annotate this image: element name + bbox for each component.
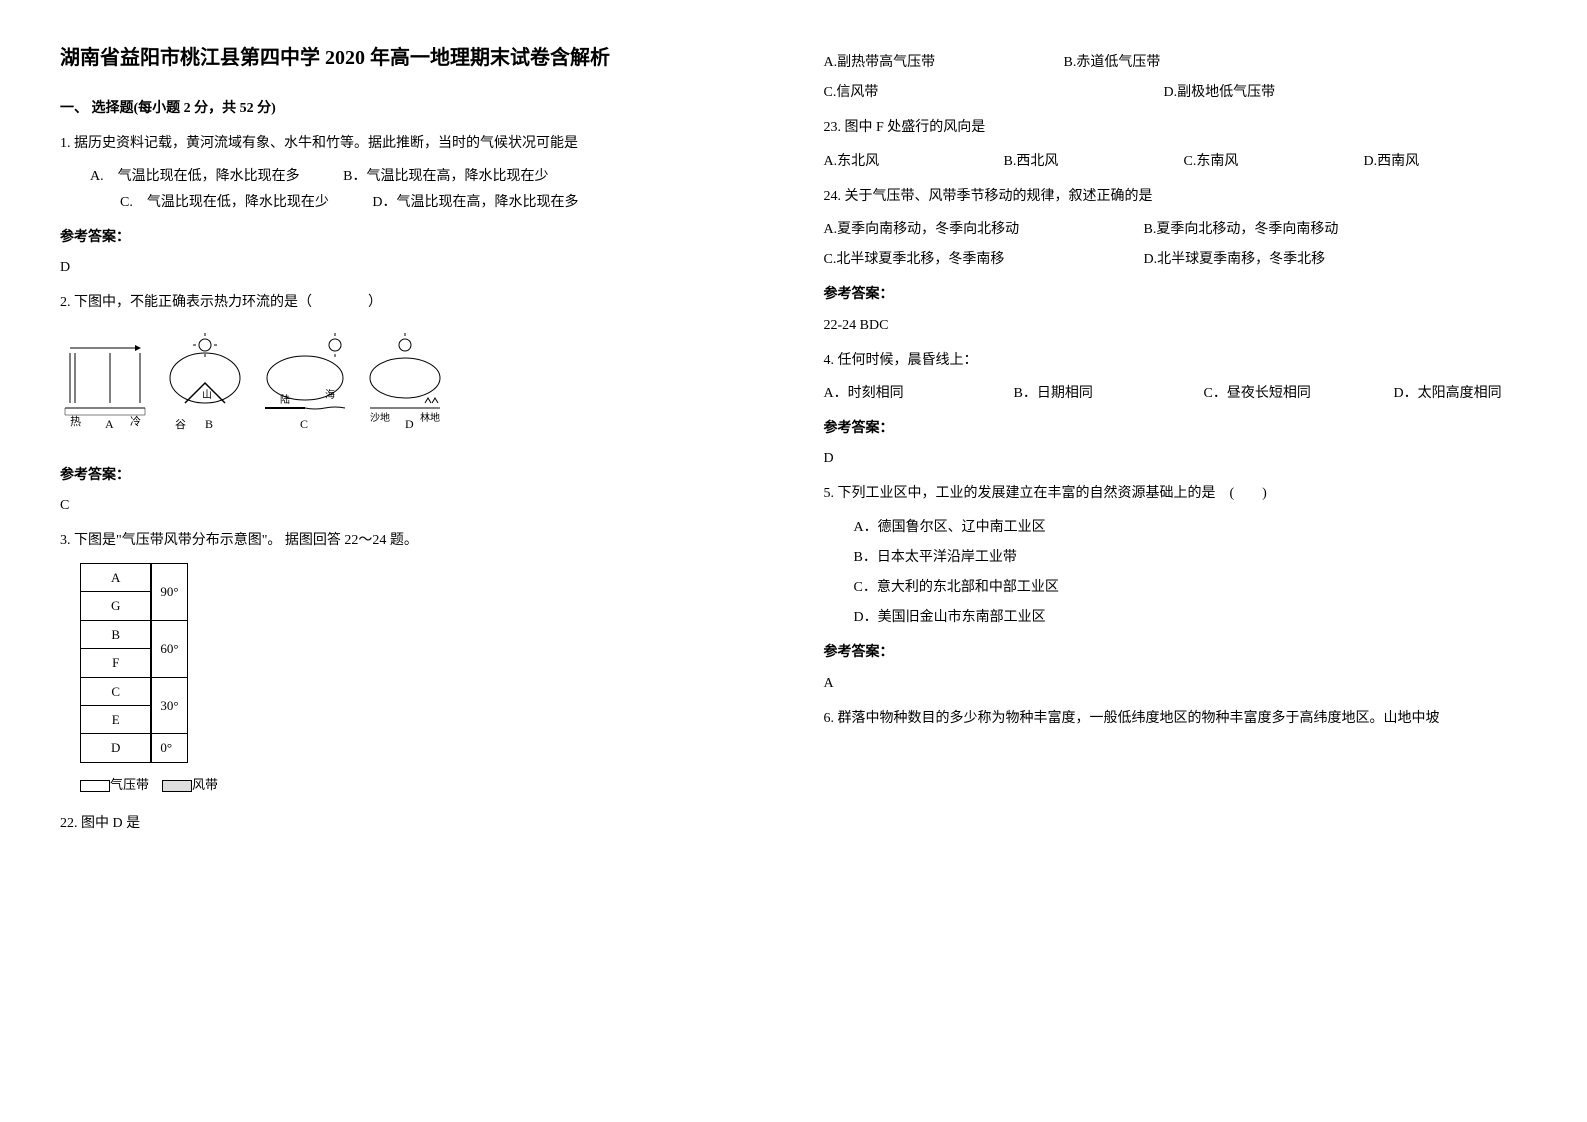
q23-option-a: A.东北风 [824,149,964,174]
lat-90: 90° [151,564,187,621]
q4-option-d: D．太阳高度相同 [1394,381,1502,406]
q1-option-c: C. 气温比现在低，降水比现在少 [120,195,329,210]
q5-option-c: C．意大利的东北部和中部工业区 [854,575,1528,600]
svg-text:山: 山 [202,389,212,401]
q1-answer: D [60,255,764,280]
q4-option-b: B．日期相同 [1014,381,1164,406]
q4-answer: D [824,446,1528,471]
q1-options-row2: C. 气温比现在低，降水比现在少 D．气温比现在高，降水比现在多 [60,190,764,215]
q24-row2: C.北半球夏季北移，冬季南移 D.北半球夏季南移，冬季北移 [824,247,1528,272]
q6-text: 6. 群落中物种数目的多少称为物种丰富度，一般低纬度地区的物种丰富度多于高纬度地… [824,706,1528,731]
q2-answer-label: 参考答案： [60,463,764,488]
lat-30: 30° [151,677,187,734]
q24-option-c: C.北半球夏季北移，冬季南移 [824,247,1104,272]
right-column: A.副热带高气压带 B.赤道低气压带 C.信风带 D.副极地低气压带 23. 图… [824,40,1528,844]
q24-row1: A.夏季向南移动，冬季向北移动 B.夏季向北移动，冬季向南移动 [824,217,1528,242]
svg-text:D: D [405,417,414,431]
belt-b: B [81,620,152,648]
q1-option-b: B．气温比现在高，降水比现在少 [343,169,548,184]
legend-pressure-text: 气压带 [110,777,149,792]
q1-answer-label: 参考答案： [60,225,764,250]
q24-text: 24. 关于气压带、风带季节移动的规律，叙述正确的是 [824,184,1528,209]
q22-row2: C.信风带 D.副极地低气压带 [824,80,1528,105]
legend-wind-text: 风带 [192,777,218,792]
q22-row1: A.副热带高气压带 B.赤道低气压带 [824,50,1528,75]
q22-option-d: D.副极地低气压带 [1164,80,1276,105]
left-column: 湖南省益阳市桃江县第四中学 2020 年高一地理期末试卷含解析 一、 选择题(每… [60,40,764,844]
question-24: 24. 关于气压带、风带季节移动的规律，叙述正确的是 A.夏季向南移动，冬季向北… [824,184,1528,338]
lat-60: 60° [151,620,187,677]
q2-answer: C [60,493,764,518]
q23-options: A.东北风 B.西北风 C.东南风 D.西南风 [824,149,1528,174]
q24-answer: 22-24 BDC [824,313,1528,338]
svg-text:A: A [105,417,114,431]
belt-a: A [81,564,152,592]
circulation-diagram: 热 A 冷 山 谷 B [60,333,460,433]
pressure-belt-table: A90° G B60° F C30° E D0° [80,563,188,763]
q24-answer-label: 参考答案： [824,282,1528,307]
q1-options-row1: A. 气温比现在低，降水比现在多 B．气温比现在高，降水比现在少 [60,164,764,189]
legend-pressure-box [80,780,110,792]
svg-text:海: 海 [325,388,335,401]
q4-text: 4. 任何时候，晨昏线上： [824,348,1528,373]
question-1: 1. 据历史资料记载，黄河流域有象、水牛和竹等。据此推断，当时的气候状况可能是 … [60,131,764,280]
q5-option-b: B．日本太平洋沿岸工业带 [854,545,1528,570]
belt-c: C [81,677,152,705]
svg-text:陆: 陆 [280,393,290,406]
belt-d: D [81,734,152,762]
q23-option-b: B.西北风 [1004,149,1144,174]
q5-answer: A [824,671,1528,696]
svg-text:谷: 谷 [175,418,186,431]
svg-text:冷: 冷 [130,415,141,428]
q1-text: 1. 据历史资料记载，黄河流域有象、水牛和竹等。据此推断，当时的气候状况可能是 [60,131,764,156]
q4-option-a: A．时刻相同 [824,381,974,406]
q24-option-d: D.北半球夏季南移，冬季北移 [1144,247,1326,272]
svg-text:热: 热 [70,415,81,428]
belt-e: E [81,706,152,734]
q22-option-c: C.信风带 [824,80,1124,105]
q4-options: A．时刻相同 B．日期相同 C．昼夜长短相同 D．太阳高度相同 [824,381,1528,406]
q5-option-a: A．德国鲁尔区、辽中南工业区 [854,515,1528,540]
q2-text: 2. 下图中，不能正确表示热力环流的是（ ） [60,290,764,315]
svg-text:林地: 林地 [420,411,440,424]
q24-option-b: B.夏季向北移动，冬季向南移动 [1144,217,1339,242]
q23-option-d: D.西南风 [1364,149,1420,174]
question-3: 3. 下图是"气压带风带分布示意图"。 据图回答 22～24 题。 A90° G… [60,528,764,796]
exam-page: 湖南省益阳市桃江县第四中学 2020 年高一地理期末试卷含解析 一、 选择题(每… [60,40,1527,844]
q24-option-a: A.夏季向南移动，冬季向北移动 [824,217,1104,242]
belt-g: G [81,592,152,620]
q4-option-c: C．昼夜长短相同 [1204,381,1354,406]
q5-answer-label: 参考答案： [824,640,1528,665]
exam-title: 湖南省益阳市桃江县第四中学 2020 年高一地理期末试卷含解析 [60,40,764,76]
question-23: 23. 图中 F 处盛行的风向是 A.东北风 B.西北风 C.东南风 D.西南风 [824,115,1528,173]
q22-option-b: B.赤道低气压带 [1064,50,1161,75]
q1-option-d: D．气温比现在高，降水比现在多 [372,195,578,210]
q22-text: 22. 图中 D 是 [60,811,764,836]
diagram-legend: 气压带 风带 [80,773,764,796]
lat-0: 0° [151,734,187,762]
q5-text: 5. 下列工业区中，工业的发展建立在丰富的自然资源基础上的是 ( ) [824,481,1528,506]
q22-option-a: A.副热带高气压带 [824,50,1024,75]
svg-text:沙地: 沙地 [370,411,390,424]
question-2: 2. 下图中，不能正确表示热力环流的是（ ） 热 A 冷 [60,290,764,518]
question-4: 4. 任何时候，晨昏线上： A．时刻相同 B．日期相同 C．昼夜长短相同 D．太… [824,348,1528,472]
section-1-header: 一、 选择题(每小题 2 分，共 52 分) [60,96,764,121]
q4-answer-label: 参考答案： [824,416,1528,441]
belt-f: F [81,649,152,677]
q23-option-c: C.东南风 [1184,149,1324,174]
question-6: 6. 群落中物种数目的多少称为物种丰富度，一般低纬度地区的物种丰富度多于高纬度地… [824,706,1528,731]
q3-text: 3. 下图是"气压带风带分布示意图"。 据图回答 22～24 题。 [60,528,764,553]
q1-option-a: A. 气温比现在低，降水比现在多 [90,169,300,184]
question-5: 5. 下列工业区中，工业的发展建立在丰富的自然资源基础上的是 ( ) A．德国鲁… [824,481,1528,695]
legend-wind-box [162,780,192,792]
q5-option-d: D．美国旧金山市东南部工业区 [854,605,1528,630]
svg-text:B: B [205,417,213,431]
svg-text:C: C [300,417,308,431]
question-22-options: A.副热带高气压带 B.赤道低气压带 C.信风带 D.副极地低气压带 [824,50,1528,105]
q23-text: 23. 图中 F 处盛行的风向是 [824,115,1528,140]
